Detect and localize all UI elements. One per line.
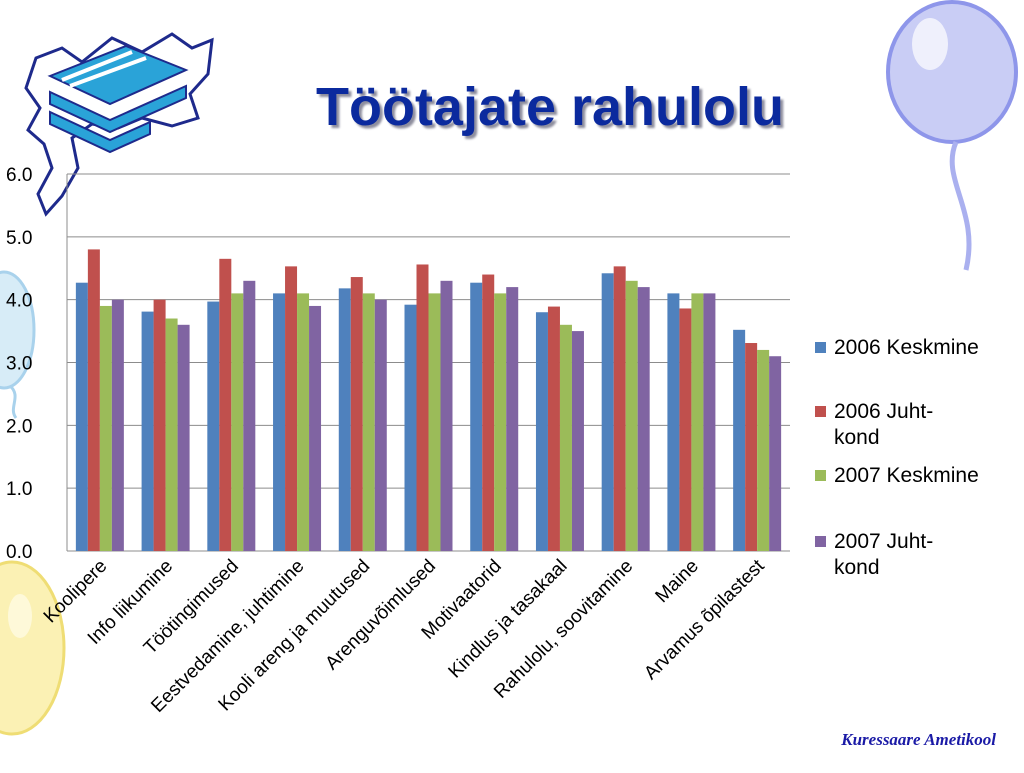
bar-3-3 bbox=[231, 293, 244, 551]
bar-2-2 bbox=[153, 299, 166, 551]
legend-label: 2006 Keskmine bbox=[834, 335, 1014, 361]
bar-3-1 bbox=[99, 305, 112, 551]
legend-label: 2007 Keskmine bbox=[834, 463, 1014, 489]
bar-4-5 bbox=[374, 299, 387, 551]
bar-2-11 bbox=[745, 343, 758, 551]
bar-2-8 bbox=[547, 306, 560, 551]
bar-3-10 bbox=[691, 293, 704, 551]
bar-3-4 bbox=[297, 293, 310, 551]
bar-2-3 bbox=[219, 258, 232, 551]
legend-swatch bbox=[815, 342, 826, 353]
bar-4-8 bbox=[571, 331, 584, 551]
bar-1-4 bbox=[273, 293, 286, 551]
bar-4-4 bbox=[309, 305, 322, 551]
balloon-decoration-left-icon bbox=[0, 270, 40, 425]
bar-2-10 bbox=[679, 308, 692, 551]
bar-2-1 bbox=[87, 249, 100, 551]
bar-3-7 bbox=[494, 293, 507, 551]
bar-4-9 bbox=[637, 287, 650, 551]
bar-1-9 bbox=[601, 273, 614, 551]
bar-1-3 bbox=[207, 301, 220, 551]
legend-label-line: 2006 Juht- bbox=[834, 400, 934, 423]
bar-3-9 bbox=[625, 280, 638, 551]
legend-label: 2006 Juht-kond bbox=[834, 399, 1014, 451]
slide-title: Töötajate rahulolu bbox=[315, 77, 785, 137]
legend-item: 2006 Juht-kond bbox=[815, 399, 1014, 451]
legend-item: 2006 Keskmine bbox=[815, 335, 1014, 361]
bar-1-2 bbox=[141, 311, 154, 551]
y-tick-label: 5.0 bbox=[6, 228, 32, 249]
category-label: Maine bbox=[652, 556, 703, 607]
bar-4-11 bbox=[769, 356, 782, 551]
legend-item: 2007 Keskmine bbox=[815, 463, 1014, 489]
bar-3-11 bbox=[757, 349, 770, 551]
bar-4-1 bbox=[111, 299, 124, 551]
category-label: Kindlus ja tasakaal bbox=[445, 556, 572, 683]
legend-label-line: 2006 Keskmine bbox=[834, 336, 979, 359]
bar-4-7 bbox=[506, 287, 519, 551]
bar-4-3 bbox=[243, 280, 256, 551]
legend-label-line: kond bbox=[834, 556, 880, 579]
y-tick-label: 6.0 bbox=[6, 165, 32, 186]
legend-label-line: 2007 Juht- bbox=[834, 530, 934, 553]
bar-1-1 bbox=[75, 282, 88, 551]
bar-1-5 bbox=[338, 288, 351, 551]
legend-swatch bbox=[815, 406, 826, 417]
legend-label: 2007 Juht-kond bbox=[834, 529, 1014, 581]
bar-1-7 bbox=[470, 282, 483, 551]
bar-3-8 bbox=[559, 324, 572, 551]
school-logo-icon bbox=[22, 18, 222, 223]
balloon-decoration-bottom-icon bbox=[0, 560, 70, 773]
bar-2-7 bbox=[482, 274, 495, 551]
bar-2-6 bbox=[416, 264, 429, 551]
bar-2-4 bbox=[285, 266, 298, 551]
legend-swatch bbox=[815, 536, 826, 547]
footer-text: Kuressaare Ametikool bbox=[841, 730, 996, 749]
bar-1-8 bbox=[535, 312, 548, 551]
legend-label-line: 2007 Keskmine bbox=[834, 464, 979, 487]
bar-1-6 bbox=[404, 304, 417, 551]
y-tick-label: 0.0 bbox=[6, 542, 32, 563]
bar-2-9 bbox=[613, 266, 626, 551]
category-label: Arvamus õpilastest bbox=[640, 555, 769, 684]
y-tick-label: 1.0 bbox=[6, 479, 32, 500]
category-label: Arenguvõimlused bbox=[321, 556, 440, 675]
y-tick-label: 3.0 bbox=[6, 354, 32, 375]
bar-4-6 bbox=[440, 280, 453, 551]
balloon-decoration-icon bbox=[870, 0, 1024, 285]
legend-item: 2007 Juht-kond bbox=[815, 529, 1014, 581]
bar-1-11 bbox=[733, 329, 746, 551]
bar-3-6 bbox=[428, 293, 441, 551]
legend-label-line: kond bbox=[834, 426, 880, 449]
bar-4-10 bbox=[703, 293, 716, 551]
y-tick-label: 4.0 bbox=[6, 291, 32, 312]
bar-1-10 bbox=[667, 293, 680, 551]
legend-swatch bbox=[815, 470, 826, 481]
y-tick-label: 2.0 bbox=[6, 416, 32, 437]
bar-2-5 bbox=[350, 277, 363, 551]
bar-3-2 bbox=[165, 318, 178, 551]
bar-3-5 bbox=[362, 293, 375, 551]
bar-4-2 bbox=[177, 324, 190, 551]
